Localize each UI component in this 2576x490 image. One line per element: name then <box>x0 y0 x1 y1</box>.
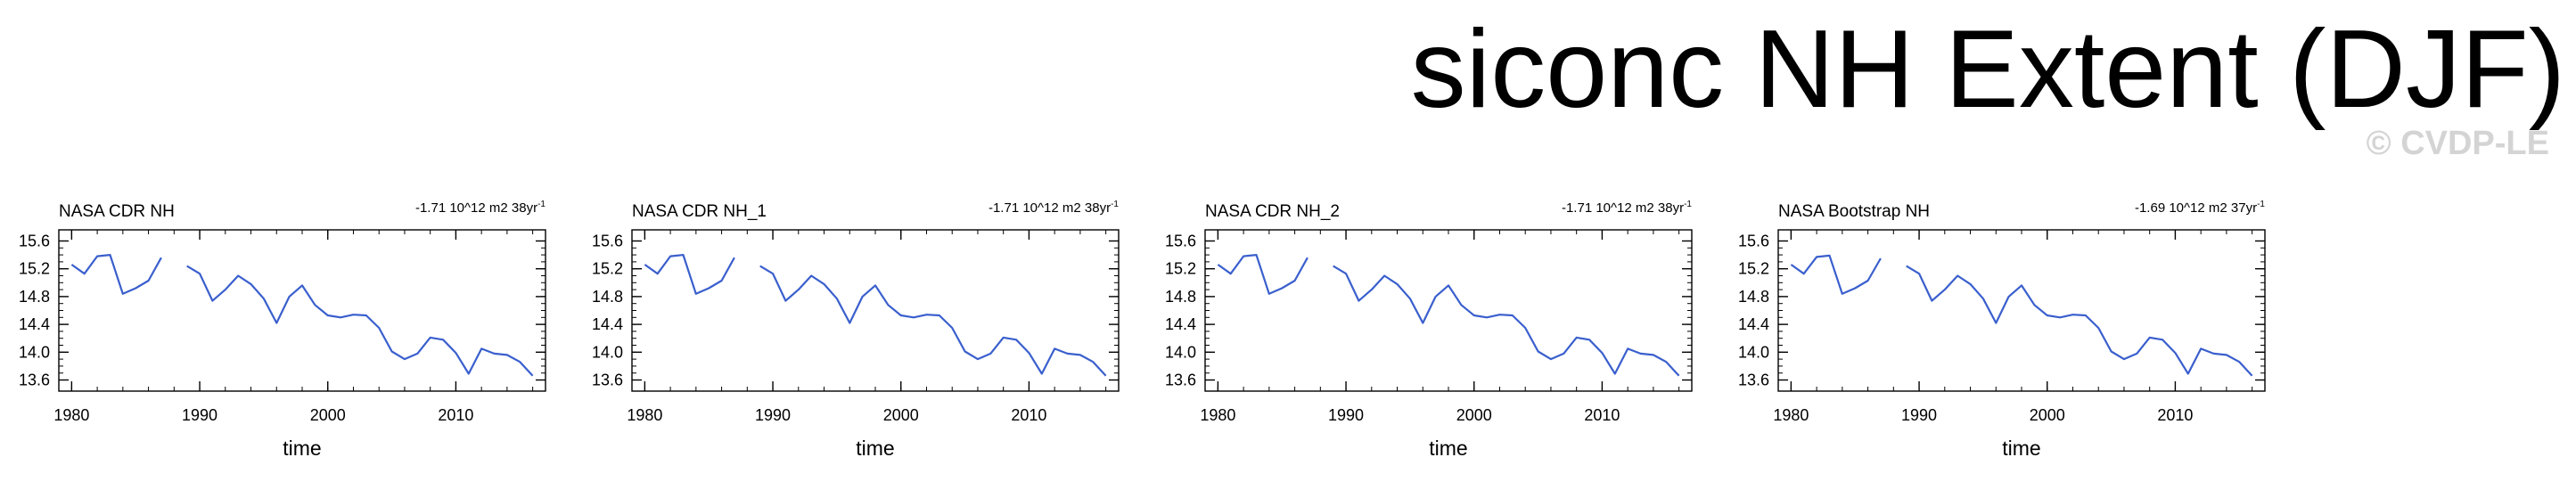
x-tick-label: 1980 <box>1773 406 1809 424</box>
x-tick-label: 2010 <box>1011 406 1046 424</box>
trend-text: -1.71 10^12 m2 38yr <box>989 200 1111 216</box>
data-series-line <box>1217 254 1680 377</box>
y-tick-label: 13.6 <box>1738 372 1769 389</box>
trend-superscript: -1 <box>1684 200 1692 209</box>
x-tick-label: 2000 <box>2030 406 2065 424</box>
panel-title: NASA Bootstrap NH <box>1778 202 1930 221</box>
y-tick-label: 13.6 <box>1165 372 1196 389</box>
trend-text: -1.71 10^12 m2 38yr <box>1562 200 1684 216</box>
x-tick-label: 1990 <box>755 406 791 424</box>
y-tick-label: 15.6 <box>592 232 623 249</box>
trend-text: -1.71 10^12 m2 38yr <box>415 200 537 216</box>
x-tick-label: 1980 <box>1200 406 1235 424</box>
watermark: © CVDP-LE <box>2366 125 2549 162</box>
data-series-line <box>644 254 1107 377</box>
chart-panel: 1980 1990 2000 2010 15.6 15.2 14.8 14.4 14.0 13.6… <box>1738 200 2266 460</box>
chart-panel: 1980 1990 2000 2010 15.6 15.2 14.8 14.4 14.0 13.6… <box>19 200 546 460</box>
y-tick-label: 14.8 <box>19 288 50 306</box>
page-title: siconc NH Extent (DJF) <box>1410 8 2565 131</box>
x-axis-label: time <box>856 437 894 460</box>
x-tick-label: 1980 <box>53 406 89 424</box>
x-axis-label: time <box>1429 437 1467 460</box>
y-tick-label: 14.0 <box>1165 343 1196 361</box>
y-tick-label: 14.4 <box>592 315 623 333</box>
y-tick-label: 14.4 <box>19 315 50 333</box>
y-tick-label: 14.8 <box>1165 288 1196 306</box>
trend-superscript: -1 <box>2257 200 2265 209</box>
trend-text: -1.69 10^12 m2 37yr <box>2135 200 2257 216</box>
y-tick-label: 14.8 <box>1738 288 1769 306</box>
x-tick-label: 1990 <box>182 406 217 424</box>
y-tick-label: 13.6 <box>592 372 623 389</box>
y-tick-label: 14.0 <box>1738 343 1769 361</box>
y-tick-label: 15.2 <box>1165 260 1196 278</box>
x-tick-label: 2000 <box>1456 406 1492 424</box>
y-tick-label: 14.0 <box>19 343 50 361</box>
x-tick-label: 2010 <box>438 406 473 424</box>
x-tick-label: 2010 <box>2157 406 2193 424</box>
x-tick-label: 1980 <box>627 406 662 424</box>
y-tick-label: 14.8 <box>592 288 623 306</box>
y-tick-label: 15.2 <box>19 260 50 278</box>
trend-annotation: -1.71 10^12 m2 38yr-1 <box>989 200 1119 216</box>
x-tick-label: 1990 <box>1901 406 1937 424</box>
data-series-line <box>1790 254 2253 377</box>
y-tick-label: 15.6 <box>1738 232 1769 249</box>
data-series-line <box>70 254 534 377</box>
x-tick-label: 2000 <box>310 406 346 424</box>
x-tick-label: 2000 <box>883 406 919 424</box>
trend-annotation: -1.69 10^12 m2 37yr-1 <box>2135 200 2265 216</box>
trend-superscript: -1 <box>537 200 546 209</box>
y-tick-label: 15.6 <box>1165 232 1196 249</box>
x-axis-label: time <box>2002 437 2040 460</box>
chart-panel: 1980 1990 2000 2010 15.6 15.2 14.8 14.4 14.0 13.6… <box>1165 200 1693 460</box>
panel-title: NASA CDR NH_1 <box>632 202 767 221</box>
trend-superscript: -1 <box>1111 200 1119 209</box>
y-tick-label: 15.2 <box>1738 260 1769 278</box>
y-tick-label: 15.6 <box>19 232 50 249</box>
panel-title: NASA CDR NH_2 <box>1205 202 1340 221</box>
y-tick-label: 15.2 <box>592 260 623 278</box>
chart-panel: 1980 1990 2000 2010 15.6 15.2 14.8 14.4 14.0 13.6… <box>592 200 1120 460</box>
trend-annotation: -1.71 10^12 m2 38yr-1 <box>415 200 546 216</box>
y-tick-label: 14.4 <box>1738 315 1769 333</box>
y-tick-label: 14.0 <box>592 343 623 361</box>
x-axis-label: time <box>283 437 321 460</box>
panel-title: NASA CDR NH <box>59 202 175 221</box>
trend-annotation: -1.71 10^12 m2 38yr-1 <box>1562 200 1692 216</box>
y-tick-label: 14.4 <box>1165 315 1196 333</box>
y-tick-label: 13.6 <box>19 372 50 389</box>
x-tick-label: 1990 <box>1328 406 1364 424</box>
x-tick-label: 2010 <box>1584 406 1620 424</box>
